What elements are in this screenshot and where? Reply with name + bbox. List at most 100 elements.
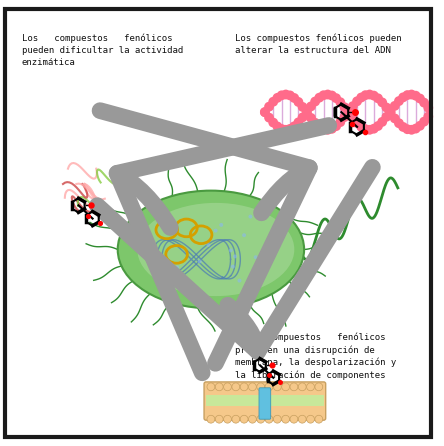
Circle shape — [365, 90, 375, 99]
Circle shape — [277, 124, 286, 134]
Circle shape — [207, 415, 215, 423]
Circle shape — [268, 97, 278, 107]
Circle shape — [310, 118, 320, 128]
Circle shape — [419, 98, 429, 107]
Circle shape — [373, 93, 383, 103]
Circle shape — [377, 98, 387, 107]
Circle shape — [394, 118, 404, 128]
Circle shape — [277, 91, 286, 100]
Circle shape — [240, 383, 248, 391]
Circle shape — [407, 125, 416, 135]
Circle shape — [381, 112, 391, 122]
Circle shape — [411, 124, 420, 133]
Circle shape — [323, 90, 333, 99]
Circle shape — [340, 102, 349, 112]
Text: Los   compuestos   fenólicos
producen una disrupción de
membrana, la despolariza: Los compuestos fenólicos producen una di… — [235, 333, 396, 392]
Circle shape — [290, 383, 298, 391]
Circle shape — [369, 124, 379, 134]
Circle shape — [348, 101, 358, 111]
Circle shape — [219, 223, 223, 227]
Circle shape — [331, 121, 341, 131]
Circle shape — [398, 122, 408, 132]
Circle shape — [424, 112, 433, 121]
Circle shape — [265, 383, 273, 391]
Circle shape — [344, 107, 353, 116]
Ellipse shape — [118, 190, 304, 308]
Circle shape — [242, 233, 246, 237]
Circle shape — [335, 97, 345, 107]
Circle shape — [172, 219, 175, 223]
Circle shape — [224, 415, 231, 423]
Circle shape — [306, 113, 316, 123]
Circle shape — [293, 97, 303, 107]
Circle shape — [285, 124, 295, 134]
Circle shape — [281, 125, 291, 135]
Circle shape — [327, 91, 337, 100]
Circle shape — [264, 102, 274, 112]
Circle shape — [260, 107, 270, 117]
FancyBboxPatch shape — [259, 388, 271, 419]
Circle shape — [231, 264, 235, 268]
Circle shape — [264, 113, 274, 123]
Text: Los compuestos fenólicos pueden
alterar la estructura del ADN: Los compuestos fenólicos pueden alterar … — [235, 33, 402, 55]
Circle shape — [265, 415, 273, 423]
Circle shape — [348, 113, 358, 123]
Circle shape — [386, 107, 396, 116]
Circle shape — [214, 229, 218, 232]
Circle shape — [319, 91, 329, 100]
FancyBboxPatch shape — [204, 382, 326, 420]
Circle shape — [331, 93, 341, 103]
Circle shape — [302, 107, 312, 117]
Circle shape — [386, 108, 396, 118]
Circle shape — [232, 383, 240, 391]
Circle shape — [394, 96, 404, 106]
Circle shape — [249, 215, 252, 219]
Circle shape — [224, 383, 231, 391]
Circle shape — [319, 124, 329, 134]
Circle shape — [151, 248, 155, 252]
Circle shape — [352, 96, 362, 106]
Circle shape — [206, 243, 210, 247]
Circle shape — [232, 415, 240, 423]
Circle shape — [281, 90, 291, 99]
Circle shape — [249, 415, 256, 423]
Circle shape — [281, 383, 289, 391]
Circle shape — [390, 101, 400, 111]
Circle shape — [402, 124, 412, 134]
Circle shape — [314, 122, 324, 132]
Circle shape — [257, 383, 265, 391]
FancyBboxPatch shape — [206, 395, 324, 406]
Circle shape — [373, 121, 383, 131]
Circle shape — [352, 118, 362, 128]
Circle shape — [274, 383, 281, 391]
Circle shape — [335, 117, 345, 127]
Circle shape — [207, 383, 215, 391]
Circle shape — [344, 108, 353, 118]
Circle shape — [361, 124, 370, 134]
Circle shape — [254, 255, 258, 259]
Circle shape — [289, 121, 299, 131]
Circle shape — [281, 415, 289, 423]
Circle shape — [298, 415, 306, 423]
Circle shape — [398, 92, 408, 102]
Circle shape — [238, 279, 242, 283]
Circle shape — [215, 415, 223, 423]
Circle shape — [361, 90, 370, 100]
Circle shape — [273, 122, 282, 132]
Circle shape — [315, 383, 323, 391]
Circle shape — [268, 118, 278, 128]
Circle shape — [260, 107, 270, 117]
Circle shape — [411, 91, 420, 101]
Circle shape — [307, 383, 314, 391]
Circle shape — [289, 93, 299, 103]
Circle shape — [357, 93, 366, 103]
Circle shape — [327, 124, 337, 134]
Circle shape — [402, 90, 412, 100]
Circle shape — [302, 107, 312, 117]
Circle shape — [340, 112, 349, 122]
Circle shape — [175, 265, 179, 269]
Circle shape — [424, 103, 433, 113]
Circle shape — [290, 415, 298, 423]
Circle shape — [240, 415, 248, 423]
Circle shape — [407, 90, 416, 99]
